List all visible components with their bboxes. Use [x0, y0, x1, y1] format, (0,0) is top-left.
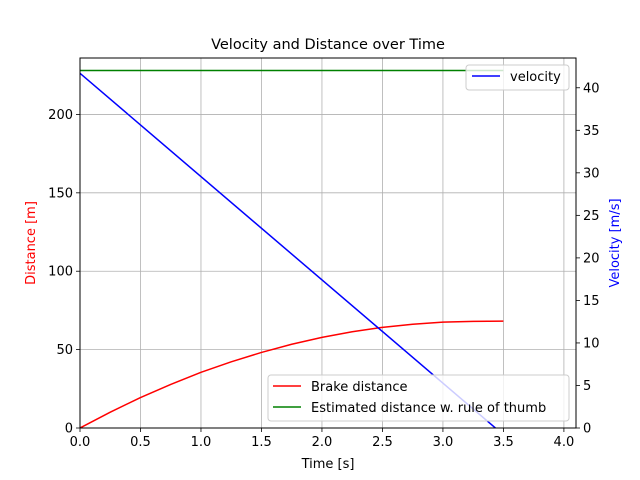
x-tick-label: 0.0 — [70, 435, 91, 450]
y-right-tick-label: 30 — [583, 166, 600, 181]
brake-distance-line — [80, 320, 504, 428]
y-right-tick-label: 40 — [583, 81, 600, 96]
x-tick-label: 2.0 — [312, 435, 333, 450]
y-right-tick-label: 5 — [583, 379, 591, 394]
legend-distance: Brake distance Estimated distance w. rul… — [267, 374, 570, 422]
legend-velocity-label: velocity — [510, 70, 561, 85]
right-y-axis-label: Velocity [m/s] — [608, 198, 623, 287]
y-right-tick-label: 35 — [583, 124, 600, 139]
y-right-tick-label: 10 — [583, 336, 600, 351]
legend-velocity: velocity — [465, 64, 570, 91]
y-right-tick-label: 20 — [583, 251, 600, 266]
x-tick-label: 3.5 — [493, 435, 514, 450]
legend-distance-frame — [267, 374, 570, 422]
right-y-axis: 0 5 10 15 20 25 30 35 40 — [576, 81, 600, 437]
x-tick-label: 1.5 — [251, 435, 272, 450]
y-left-tick-label: 100 — [48, 265, 73, 280]
x-axis: 0.0 0.5 1.0 1.5 2.0 2.5 3.0 3.5 4.0 — [70, 428, 575, 450]
plot-frame — [79, 57, 577, 429]
plot-area — [80, 58, 576, 428]
left-y-axis: 0 50 100 150 200 — [48, 108, 80, 437]
x-axis-label: Time [s] — [301, 457, 355, 472]
legend-brake-label: Brake distance — [311, 380, 408, 395]
x-tick-label: 3.0 — [433, 435, 454, 450]
chart-title: Velocity and Distance over Time — [211, 37, 445, 53]
x-tick-label: 4.0 — [554, 435, 575, 450]
y-left-tick-label: 0 — [65, 422, 73, 437]
y-left-tick-label: 150 — [48, 186, 73, 201]
y-right-tick-label: 25 — [583, 209, 600, 224]
left-y-axis-label: Distance [m] — [24, 201, 39, 285]
legend-velocity-frame — [465, 64, 570, 91]
x-tick-label: 1.0 — [191, 435, 212, 450]
x-tick-label: 2.5 — [372, 435, 393, 450]
y-left-tick-label: 50 — [56, 343, 73, 358]
y-left-tick-label: 200 — [48, 108, 73, 123]
y-right-tick-label: 0 — [583, 422, 591, 437]
y-right-tick-label: 15 — [583, 294, 600, 309]
x-tick-label: 0.5 — [130, 435, 151, 450]
legend-estimate-label: Estimated distance w. rule of thumb — [311, 401, 546, 416]
